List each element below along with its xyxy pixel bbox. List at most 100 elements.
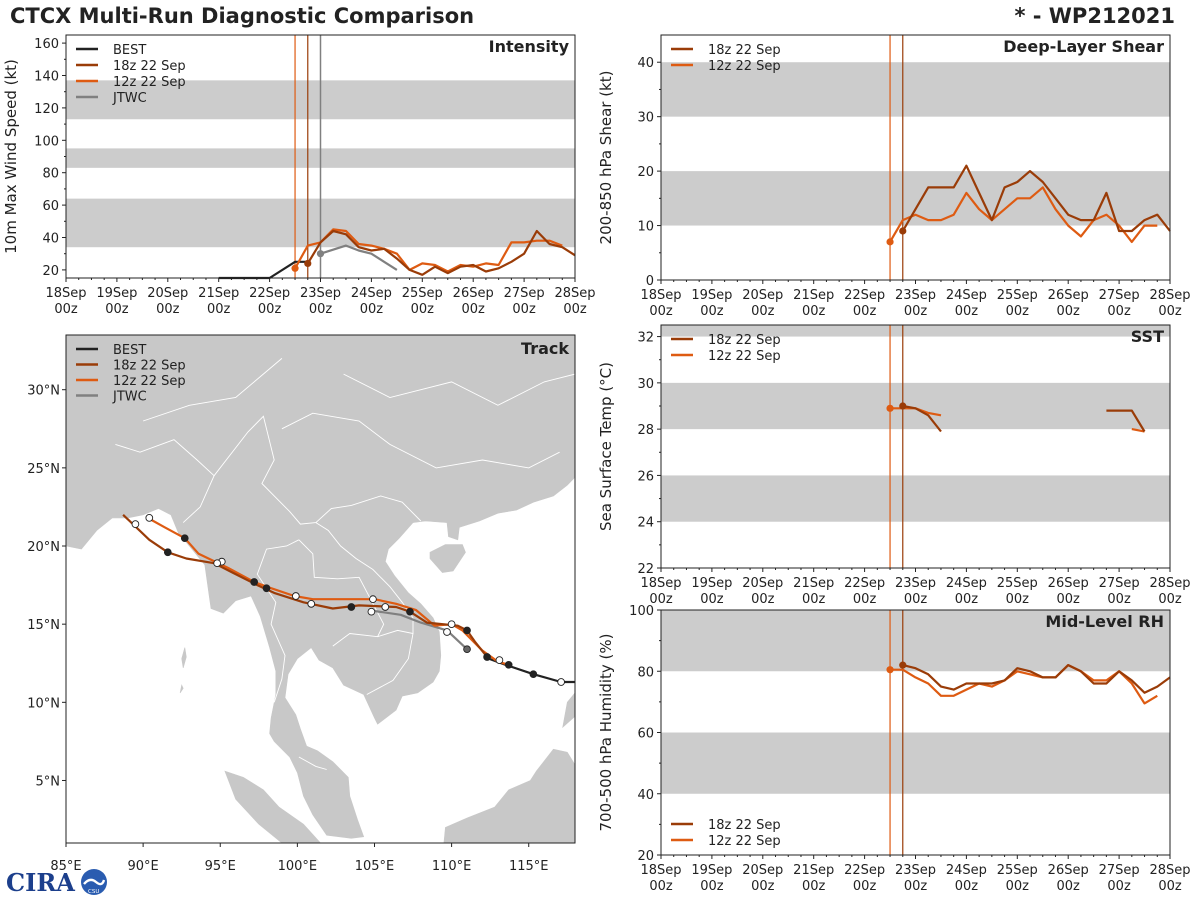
sst-x-tick-label-hour: 00z <box>700 592 724 607</box>
rh-x-tick-label-hour: 00z <box>802 879 826 894</box>
intensity-x-tick-label-date: 25Sep <box>402 286 443 301</box>
intensity-panel: 2040608010012014016018Sep00z19Sep00z20Se… <box>2 34 596 317</box>
sst-x-tick-label-date: 22Sep <box>844 576 885 591</box>
intensity-y-tick-label: 160 <box>34 37 59 52</box>
shear-x-tick-label-date: 26Sep <box>1048 288 1089 303</box>
shear-legend-label: 18z 22 Sep <box>708 43 781 58</box>
intensity-x-tick-label-hour: 00z <box>207 302 231 317</box>
intensity-x-tick-label-date: 18Sep <box>45 286 86 301</box>
track-y-tick-label: 30°N <box>27 384 60 399</box>
track-position-marker <box>262 584 271 593</box>
shear-x-tick-label-date: 22Sep <box>844 288 885 303</box>
shear-x-tick-label-hour: 00z <box>904 304 928 319</box>
track-panel-title: Track <box>521 339 569 358</box>
track-position-marker <box>131 520 140 528</box>
sst-x-tick-label-date: 26Sep <box>1048 576 1089 591</box>
sst-series-line <box>902 404 942 433</box>
shear-init-marker <box>886 238 894 246</box>
sst-x-tick-label-date: 23Sep <box>895 576 936 591</box>
shear-x-tick-label-date: 27Sep <box>1099 288 1140 303</box>
intensity-legend-label: 12z 22 Sep <box>113 75 186 90</box>
shear-y-tick-label: 10 <box>637 220 654 235</box>
rh-x-tick-label-date: 22Sep <box>844 863 885 878</box>
sst-plot-bg <box>661 325 1170 568</box>
rh-x-tick-label-date: 27Sep <box>1099 863 1140 878</box>
rh-x-tick-label-hour: 00z <box>649 879 673 894</box>
rh-x-tick-label-hour: 00z <box>700 879 724 894</box>
track-land <box>66 335 575 839</box>
shear-x-tick-label-date: 28Sep <box>1149 288 1190 303</box>
sst-y-tick-label: 22 <box>637 562 654 577</box>
track-border <box>115 439 215 523</box>
intensity-series-line <box>294 228 563 273</box>
track-land <box>429 544 466 573</box>
shear-x-tick-label-date: 18Sep <box>640 288 681 303</box>
intensity-x-tick-label-hour: 00z <box>462 302 486 317</box>
shear-x-tick-label-date: 25Sep <box>997 288 1038 303</box>
rh-legend-label: 18z 22 Sep <box>708 818 781 833</box>
rh-x-tick-label-date: 28Sep <box>1149 863 1190 878</box>
sst-panel-title: SST <box>1131 327 1164 346</box>
rh-y-tick-label: 100 <box>629 604 654 619</box>
sst-x-tick-label-hour: 00z <box>853 592 877 607</box>
shear-y-tick-label: 40 <box>637 56 654 71</box>
track-land <box>562 692 575 729</box>
sst-legend-label: 18z 22 Sep <box>708 333 781 348</box>
intensity-series-line <box>306 229 576 276</box>
track-x-tick-label: 100°E <box>278 859 318 874</box>
intensity-legend-label: BEST <box>113 43 146 58</box>
rh-x-tick-label-hour: 00z <box>955 879 979 894</box>
rh-x-tick-label-hour: 00z <box>1006 879 1030 894</box>
track-position-marker <box>495 656 504 664</box>
intensity-x-tick-label-date: 23Sep <box>300 286 341 301</box>
intensity-legend-label: 18z 22 Sep <box>113 59 186 74</box>
shear-series-line <box>901 164 1171 233</box>
sst-legend-label: 12z 22 Sep <box>708 349 781 364</box>
track-border <box>213 415 316 525</box>
track-x-tick-label: 85°E <box>50 859 81 874</box>
sst-x-tick-label-date: 21Sep <box>793 576 834 591</box>
rh-band <box>661 610 1170 672</box>
rh-panel: 2040608010018Sep00z19Sep00z20Sep00z21Sep… <box>597 604 1191 894</box>
csu-seal-text: CSU <box>88 889 99 895</box>
sst-init-marker <box>886 404 894 412</box>
track-x-tick-label: 110°E <box>432 859 472 874</box>
shear-x-tick-label-hour: 00z <box>955 304 979 319</box>
rh-init-marker <box>886 666 894 674</box>
track-position-marker <box>557 678 565 686</box>
rh-init-marker <box>899 661 907 669</box>
rh-series-line <box>902 663 1171 694</box>
track-border <box>298 539 385 637</box>
shear-x-tick-label-hour: 00z <box>1006 304 1030 319</box>
intensity-x-tick-label-date: 28Sep <box>554 286 595 301</box>
track-x-tick-label: 90°E <box>127 859 158 874</box>
intensity-series-line <box>320 244 398 271</box>
rh-x-tick-label-hour: 00z <box>853 879 877 894</box>
track-position-marker <box>381 603 390 611</box>
track-panel: 85°E 90°E 95°E 100°E 105°E 110°E 115°E 5°N 10°N 1… <box>27 334 576 874</box>
shear-x-tick-label-hour: 00z <box>802 304 826 319</box>
rh-y-axis-label: 700-500 hPa Humidity (%) <box>597 633 615 831</box>
shear-panel-title: Deep-Layer Shear <box>1003 37 1164 56</box>
sst-x-tick-label-date: 27Sep <box>1099 576 1140 591</box>
track-land <box>181 647 187 668</box>
shear-series-line <box>889 186 1158 243</box>
intensity-y-tick-label: 140 <box>34 70 59 85</box>
intensity-init-marker <box>304 259 312 268</box>
intensity-init-marker <box>316 250 325 258</box>
intensity-legend-label: JTWC <box>112 91 147 106</box>
track-position-marker <box>213 559 222 568</box>
cira-logo: CIRA CSU <box>6 868 107 897</box>
sst-y-tick-label: 30 <box>637 377 654 392</box>
track-position-marker <box>504 660 513 669</box>
intensity-x-tick-label-date: 24Sep <box>351 286 392 301</box>
track-x-tick-label: 115°E <box>509 859 549 874</box>
sst-x-tick-label-date: 25Sep <box>997 576 1038 591</box>
rh-x-tick-label-date: 19Sep <box>691 863 732 878</box>
intensity-y-tick-label: 120 <box>34 102 59 117</box>
intensity-x-tick-label-date: 26Sep <box>453 286 494 301</box>
